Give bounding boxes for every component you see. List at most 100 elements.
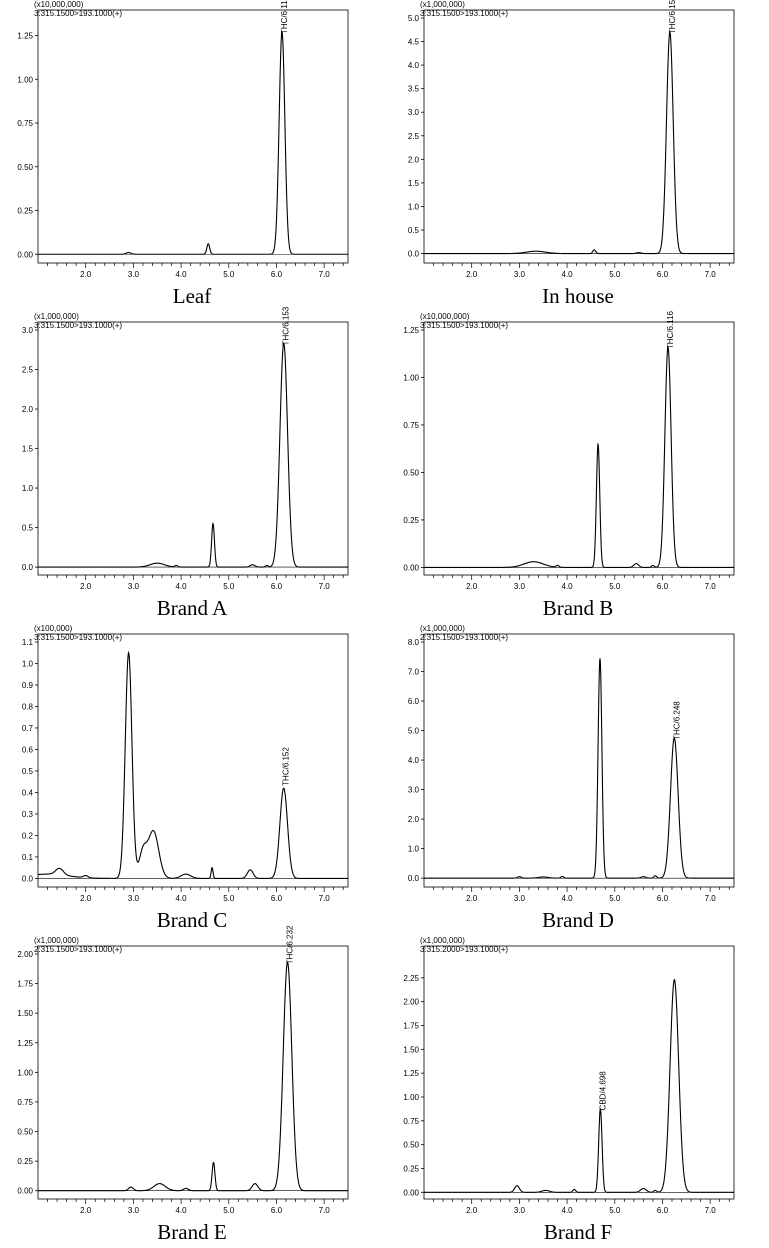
scale-label: (x100,000)	[34, 624, 73, 633]
x-tick-label: 3.0	[128, 270, 140, 279]
y-tick-label: 4.5	[408, 38, 420, 47]
y-tick-label: 0.75	[17, 119, 33, 128]
x-tick-label: 7.0	[319, 894, 331, 903]
y-tick-label: 2.0	[408, 155, 420, 164]
peak-label: THC/6.155	[668, 0, 677, 34]
x-tick-label: 7.0	[319, 270, 331, 279]
y-tick-label: 5.0	[408, 14, 420, 23]
x-tick-label: 3.0	[128, 894, 140, 903]
y-tick-label: 0.6	[22, 745, 34, 754]
x-tick-label: 4.0	[176, 582, 188, 591]
y-tick-label: 0.25	[403, 1164, 419, 1173]
x-tick-label: 4.0	[562, 270, 574, 279]
y-tick-label: 0.75	[17, 1098, 33, 1107]
y-tick-label: 1.1	[22, 638, 34, 647]
y-tick-label: 1.75	[17, 980, 33, 989]
x-tick-label: 3.0	[128, 1206, 140, 1215]
x-tick-label: 2.0	[466, 582, 478, 591]
y-tick-label: 1.0	[408, 845, 420, 854]
y-tick-label: 1.25	[403, 326, 419, 335]
y-tick-label: 0.2	[22, 831, 34, 840]
chromatogram-trace	[38, 961, 348, 1192]
y-tick-label: 0.8	[22, 702, 34, 711]
sample-caption: Brand E	[157, 1220, 227, 1244]
x-tick-label: 3.0	[514, 1206, 526, 1215]
y-tick-label: 0.25	[17, 207, 33, 216]
y-tick-label: 5.0	[408, 727, 420, 736]
x-tick-label: 6.0	[271, 1206, 283, 1215]
y-tick-label: 2.0	[22, 405, 34, 414]
x-tick-label: 2.0	[466, 1206, 478, 1215]
plot-frame	[37, 9, 349, 264]
peak-label: THC/6.116	[280, 0, 289, 34]
x-tick-label: 6.0	[271, 894, 283, 903]
x-tick-label: 7.0	[319, 1206, 331, 1215]
y-tick-label: 0.5	[22, 524, 34, 533]
x-tick-label: 4.0	[176, 894, 188, 903]
chromatogram-trace	[38, 30, 348, 255]
x-tick-label: 3.0	[514, 582, 526, 591]
x-tick-label: 5.0	[609, 894, 621, 903]
y-tick-label: 3.0	[408, 786, 420, 795]
channel-label: 2:315.1500>193.1000(+)	[34, 945, 122, 954]
chromatogram-svg: (x10,000,000)3:315.1500>193.1000(+) 0.00 0…	[17, 0, 349, 279]
scale-label: (x1,000,000)	[34, 936, 79, 945]
plot-frame	[423, 945, 735, 1200]
sample-caption: In house	[542, 284, 614, 308]
scale-label: (x10,000,000)	[34, 0, 84, 9]
y-tick-label: 0.0	[408, 874, 420, 883]
y-tick-label: 0.25	[17, 1157, 33, 1166]
y-tick-label: 3.0	[22, 326, 34, 335]
channel-label: 3:315.1500>193.1000(+)	[420, 321, 508, 330]
x-tick-label: 6.0	[657, 1206, 669, 1215]
y-tick-label: 1.0	[22, 659, 34, 668]
plot-frame	[423, 9, 735, 264]
x-tick-label: 3.0	[128, 582, 140, 591]
sample-caption: Brand C	[156, 908, 228, 932]
y-tick-label: 0.4	[22, 788, 34, 797]
y-tick-label: 4.0	[408, 756, 420, 765]
x-tick-label: 6.0	[657, 894, 669, 903]
x-tick-label: 5.0	[223, 1206, 235, 1215]
x-tick-label: 3.0	[514, 894, 526, 903]
chromatogram-panel: (x1,000,000) 3:315.1500>193.1000(+) 0.0 0.5…	[0, 306, 384, 624]
chromatogram-trace	[424, 978, 734, 1193]
y-tick-label: 0.0	[22, 563, 34, 572]
scale-label: (x1,000,000)	[420, 0, 465, 9]
scale-label: (x1,000,000)	[420, 624, 465, 633]
y-tick-label: 0.50	[17, 1128, 33, 1137]
peak-label: THC/6.248	[672, 701, 681, 740]
plot-frame	[37, 945, 349, 1200]
chromatogram-panel: (x1,000,000) 3:315.1500>193.1000(+) 0.0 0.5…	[386, 0, 769, 312]
y-tick-label: 1.00	[403, 373, 419, 382]
y-tick-label: 1.00	[17, 1068, 33, 1077]
y-tick-label: 3.0	[408, 108, 420, 117]
x-tick-label: 4.0	[562, 1206, 574, 1215]
y-tick-label: 0.5	[22, 767, 34, 776]
y-tick-label: 1.5	[408, 179, 420, 188]
y-tick-label: 4.0	[408, 61, 420, 70]
chromatogram-svg: (x1,000,000)3:315.1500>193.1000(+) 0.0 0.5…	[22, 306, 349, 591]
chromatogram-panel: (x100,000) 3:315.1500>193.1000(+) 0.0 0.1 0.…	[0, 624, 384, 936]
x-tick-label: 5.0	[609, 582, 621, 591]
y-tick-label: 0.50	[403, 1141, 419, 1150]
peak-label: THC/6.152	[282, 747, 291, 786]
chromatogram-panel: (x10,000,000) 3:315.1500>193.1000(+) 0.00 0…	[0, 0, 384, 312]
x-tick-label: 7.0	[705, 582, 717, 591]
y-tick-label: 1.0	[22, 484, 34, 493]
channel-label: 3:315.1500>193.1000(+)	[420, 9, 508, 18]
y-tick-label: 1.5	[22, 445, 34, 454]
y-tick-label: 6.0	[408, 697, 420, 706]
y-tick-label: 7.0	[408, 668, 420, 677]
channel-label: 3:315.1500>193.1000(+)	[34, 9, 122, 18]
chromatogram-svg: (x1,000,000)3:315.2000>193.1000(+) 0.00 0.…	[403, 936, 735, 1215]
chromatogram-trace	[37, 650, 348, 879]
sample-caption: Leaf	[172, 284, 212, 308]
x-tick-label: 5.0	[609, 270, 621, 279]
chromatogram-panel: (x1,000,000) 2:315.1500>193.1000(+) 0.00 0.…	[0, 925, 384, 1248]
sample-caption: Brand D	[542, 908, 614, 932]
y-tick-label: 2.0	[408, 815, 420, 824]
y-tick-label: 0.50	[403, 468, 419, 477]
y-tick-label: 0.0	[22, 874, 34, 883]
